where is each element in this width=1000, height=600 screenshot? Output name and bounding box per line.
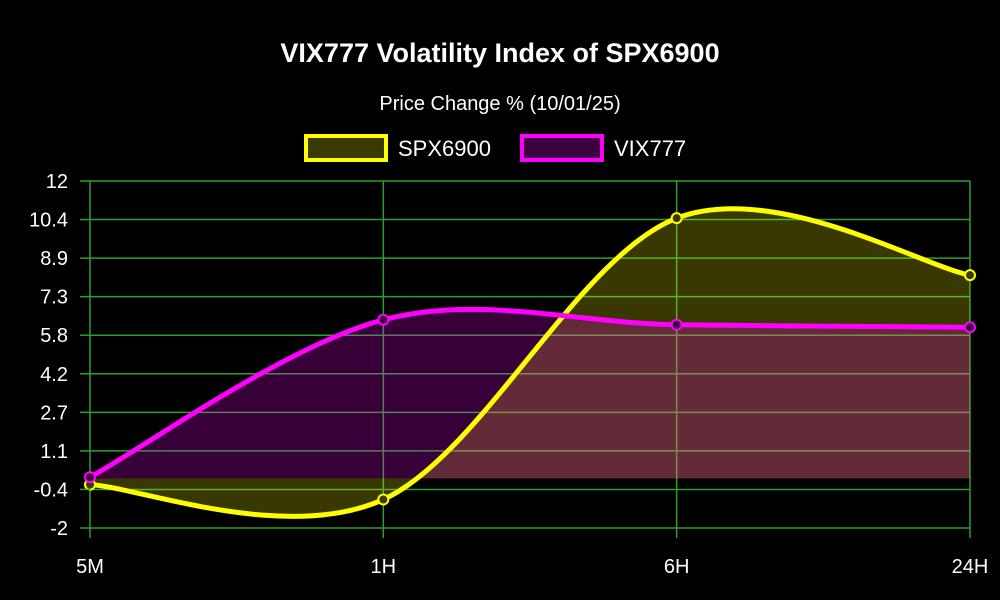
data-point-spx6900[interactable] bbox=[377, 493, 390, 506]
legend-label-vix777: VIX777 bbox=[614, 136, 686, 161]
y-tick-label: -2 bbox=[50, 518, 68, 540]
data-point-vix777[interactable] bbox=[964, 321, 976, 334]
x-tick-label: 1H bbox=[371, 556, 397, 578]
legend: SPX6900 VIX777 bbox=[304, 134, 686, 162]
y-tick-label: 4.2 bbox=[40, 364, 68, 386]
data-point-spx6900[interactable] bbox=[964, 269, 976, 282]
legend-label-spx6900: SPX6900 bbox=[398, 136, 491, 161]
x-tick-label: 24H bbox=[952, 556, 989, 578]
legend-swatch-spx6900 bbox=[304, 134, 388, 162]
data-point-vix777[interactable] bbox=[670, 318, 683, 331]
chart-subtitle: Price Change % (10/01/25) bbox=[379, 93, 620, 115]
chart-title: VIX777 Volatility Index of SPX6900 bbox=[280, 38, 719, 68]
x-tick-label: 6H bbox=[664, 556, 690, 578]
data-point-vix777[interactable] bbox=[84, 471, 96, 484]
data-point-spx6900[interactable] bbox=[670, 212, 683, 225]
y-tick-label: 1.1 bbox=[40, 441, 68, 463]
y-tick-label: 10.4 bbox=[29, 210, 68, 232]
legend-item-vix777[interactable]: VIX777 bbox=[520, 134, 686, 162]
y-tick-label: 12 bbox=[46, 171, 68, 193]
series-fill-vix777 bbox=[90, 309, 970, 479]
legend-item-spx6900[interactable]: SPX6900 bbox=[304, 134, 491, 162]
y-tick-label: 5.8 bbox=[40, 325, 68, 347]
data-point-vix777[interactable] bbox=[377, 313, 390, 326]
y-tick-label: 2.7 bbox=[40, 402, 68, 424]
y-tick-label: 8.9 bbox=[40, 248, 68, 270]
legend-swatch-vix777 bbox=[520, 134, 604, 162]
plot-area bbox=[84, 180, 976, 538]
y-axis: 12 10.4 8.9 7.3 5.8 4.2 2.7 1.1 -0.4 -2 bbox=[29, 171, 90, 540]
series-fill-spx6900 bbox=[90, 208, 970, 517]
y-tick-label: 7.3 bbox=[40, 287, 68, 309]
x-axis: 5M 1H 6H 24H bbox=[76, 556, 988, 578]
x-tick-label: 5M bbox=[76, 556, 104, 578]
series-line-spx6900 bbox=[87, 206, 973, 519]
series-line-vix777 bbox=[87, 306, 973, 480]
y-tick-label: -0.4 bbox=[34, 479, 68, 501]
